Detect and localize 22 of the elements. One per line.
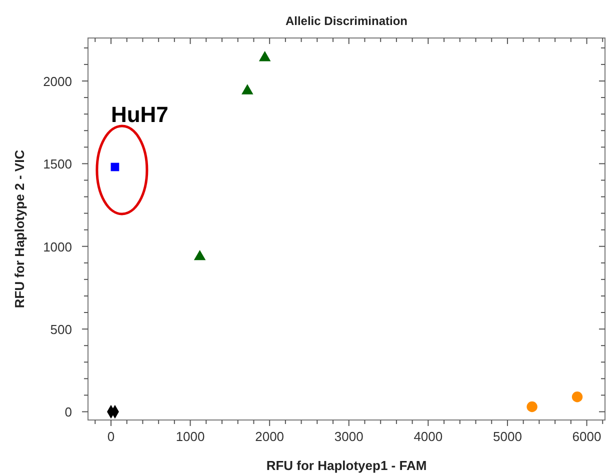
point xyxy=(241,84,254,94)
y-tick-label: 1000 xyxy=(43,239,72,254)
y-tick-label: 0 xyxy=(64,404,72,420)
x-tick-label: 1000 xyxy=(176,429,205,444)
y-tick-label: 1500 xyxy=(43,156,72,172)
x-tick-label: 3000 xyxy=(334,429,364,444)
annotation: HuH7 xyxy=(110,102,168,127)
x-tick-label: 2000 xyxy=(255,429,284,444)
point xyxy=(258,51,271,62)
x-tick-label: 6000 xyxy=(572,429,602,444)
point xyxy=(572,392,583,402)
y-tick-label: 500 xyxy=(50,322,72,338)
point xyxy=(526,401,538,412)
x-tick-label: 0 xyxy=(107,429,115,444)
x-tick-label: 5000 xyxy=(493,429,522,444)
y-tick-label: 2000 xyxy=(43,74,72,89)
point xyxy=(110,162,120,172)
x-tick-label: 4000 xyxy=(414,429,443,444)
x-axis-title: RFU for Haplotyep1 - FAM xyxy=(266,458,427,473)
point xyxy=(194,250,206,260)
chart-title: Allelic Discrimination xyxy=(285,14,408,28)
y-axis-title: RFU for Haplotype 2 - VIC xyxy=(12,149,27,308)
